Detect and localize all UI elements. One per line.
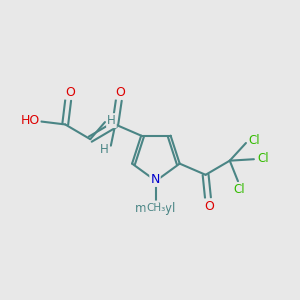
Text: methyl: methyl xyxy=(135,202,177,214)
Text: H: H xyxy=(107,114,116,127)
Text: H: H xyxy=(100,143,109,156)
Text: O: O xyxy=(116,85,125,99)
Text: CH₃: CH₃ xyxy=(146,203,166,213)
Text: N: N xyxy=(150,173,160,186)
Text: Cl: Cl xyxy=(248,134,260,147)
Text: Cl: Cl xyxy=(234,183,245,196)
Text: HO: HO xyxy=(20,114,40,128)
Text: Cl: Cl xyxy=(257,152,268,165)
Text: O: O xyxy=(205,200,214,212)
Text: O: O xyxy=(65,85,75,99)
